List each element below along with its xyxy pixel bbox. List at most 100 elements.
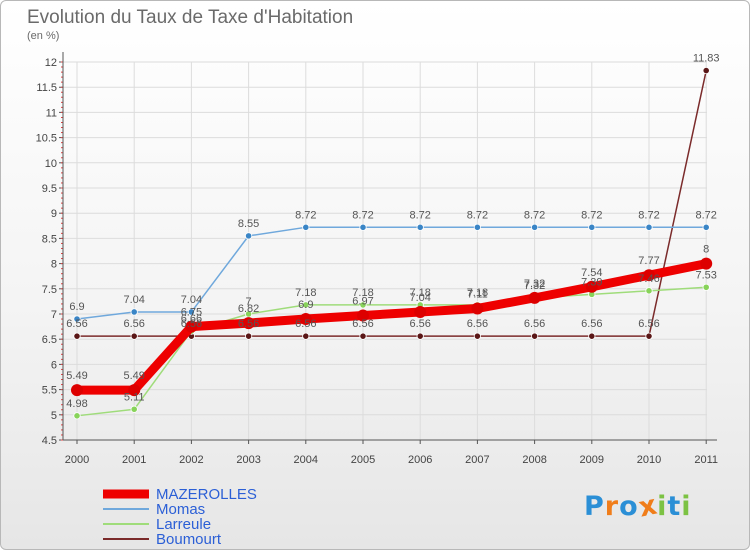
y-tick-label: 9.5 <box>42 183 57 195</box>
data-point-boumourt <box>359 332 367 340</box>
x-tick-label: 2001 <box>122 454 146 466</box>
logo-letter: i <box>681 491 692 522</box>
x-tick-label: 2009 <box>580 454 604 466</box>
y-tick-label: 6.5 <box>42 334 57 346</box>
data-point-larreule <box>73 412 81 420</box>
data-label-larreule: 7.18 <box>467 287 488 299</box>
data-label-momas: 6.9 <box>69 301 84 313</box>
series-line-mazerolles <box>72 259 711 395</box>
data-point-mazerolles <box>471 302 484 315</box>
data-label-momas: 7.04 <box>181 294 202 306</box>
data-point-mazerolles <box>242 317 255 330</box>
data-point-larreule <box>302 301 310 309</box>
data-point-boumourt <box>702 66 710 75</box>
data-label-larreule: 7.53 <box>695 269 716 281</box>
data-label-larreule: 7.18 <box>352 287 373 299</box>
data-point-momas <box>302 223 310 231</box>
data-labels: 5.49 5.496.75 6.82 6.9 6.97 7.04 7.117.327.547… <box>66 53 719 410</box>
data-point-momas <box>473 223 481 231</box>
y-tick-label: 12 <box>45 57 57 69</box>
x-tick-label: 2004 <box>294 454 318 466</box>
data-label-mazerolles: 7.11 <box>467 288 488 300</box>
data-label-larreule: 4.98 <box>66 398 87 410</box>
y-tick-label: 4.5 <box>42 435 57 447</box>
logo-letter: t <box>667 491 682 522</box>
data-point-momas <box>187 308 195 316</box>
data-point-boumourt <box>645 332 653 340</box>
x-tick-label: 2011 <box>694 454 718 466</box>
data-point-momas <box>588 223 596 231</box>
data-label-mazerolles: 6.9 <box>298 299 313 311</box>
data-label-momas: 8.55 <box>238 218 259 230</box>
data-point-mazerolles <box>128 384 141 397</box>
data-label-mazerolles: 6.82 <box>238 303 259 315</box>
data-label-mazerolles: 6.97 <box>352 296 373 308</box>
data-point-momas <box>416 223 424 231</box>
data-label-larreule: 6.66 <box>181 313 202 325</box>
data-label-larreule: 5.11 <box>124 391 145 403</box>
data-label-momas: 8.72 <box>409 209 430 221</box>
data-point-momas <box>73 315 81 323</box>
data-point-boumourt <box>302 332 310 340</box>
data-point-mazerolles <box>643 269 655 282</box>
data-label-mazerolles: 5.49 <box>66 370 87 382</box>
data-label-boumourt: 6.56 <box>181 318 202 330</box>
data-point-boumourt <box>530 332 539 340</box>
y-tick-label: 11 <box>46 107 57 119</box>
legend-label-mazerolles: MAZEROLLES <box>156 486 257 503</box>
data-point-larreule <box>359 301 367 309</box>
x-tick-label: 2006 <box>408 454 432 466</box>
data-label-larreule: 7.18 <box>295 287 316 299</box>
y-tick-label: 10.5 <box>36 133 57 145</box>
data-label-momas: 8.72 <box>295 209 316 221</box>
legend-label-momas: Momas <box>156 501 205 518</box>
y-tick-label: 9 <box>51 208 57 220</box>
data-label-larreule: 7 <box>246 296 252 308</box>
data-label-boumourt: 6.56 <box>123 318 144 330</box>
y-tick-label: 5.5 <box>42 385 57 397</box>
logo-letter: P <box>584 491 605 522</box>
data-label-momas: 8.72 <box>352 209 373 221</box>
x-tick-label: 2000 <box>65 454 89 466</box>
data-point-momas <box>359 223 367 231</box>
data-point-boumourt <box>130 332 138 340</box>
y-tick-label: 10 <box>45 158 57 170</box>
data-label-mazerolles: 7.77 <box>638 255 659 267</box>
data-point-larreule <box>645 287 653 295</box>
data-point-mazerolles <box>71 384 83 397</box>
data-point-mazerolles <box>700 257 713 270</box>
data-label-boumourt: 6.56 <box>581 318 602 330</box>
data-label-boumourt: 6.56 <box>66 318 87 330</box>
x-tick-label: 2003 <box>236 454 260 466</box>
data-label-boumourt: 6.56 <box>352 318 373 330</box>
chart-subtitle: (en %) <box>27 30 60 42</box>
x-tick-label: 2007 <box>465 454 489 466</box>
legend-label-larreule: Larreule <box>156 516 211 533</box>
y-tick-label: 7 <box>51 309 57 321</box>
data-label-momas: 8.72 <box>467 209 488 221</box>
data-point-momas <box>245 232 253 240</box>
data-point-boumourt <box>416 332 424 340</box>
data-label-mazerolles: 7.32 <box>524 278 545 290</box>
data-point-larreule <box>702 283 710 291</box>
data-label-boumourt: 6.56 <box>238 318 259 330</box>
logo-letter: o <box>619 491 639 522</box>
data-point-mazerolles <box>185 320 198 333</box>
data-label-mazerolles: 7.04 <box>409 292 430 304</box>
data-label-boumourt: 6.56 <box>638 318 659 330</box>
x-tick-label: 2010 <box>637 454 661 466</box>
series-line-larreule <box>76 286 707 417</box>
chart-title: Evolution du Taux de Taxe d'Habitation <box>27 7 354 28</box>
data-label-boumourt: 6.56 <box>467 318 488 330</box>
data-label-larreule: 7.39 <box>581 276 602 288</box>
series-lines <box>71 66 713 420</box>
data-point-momas <box>645 223 653 231</box>
data-point-momas <box>702 223 710 231</box>
data-label-momas: 8.72 <box>695 209 716 221</box>
data-point-mazerolles <box>357 309 369 322</box>
data-point-mazerolles <box>585 280 598 293</box>
logo-letter: r <box>604 491 620 522</box>
data-point-boumourt <box>245 332 253 340</box>
